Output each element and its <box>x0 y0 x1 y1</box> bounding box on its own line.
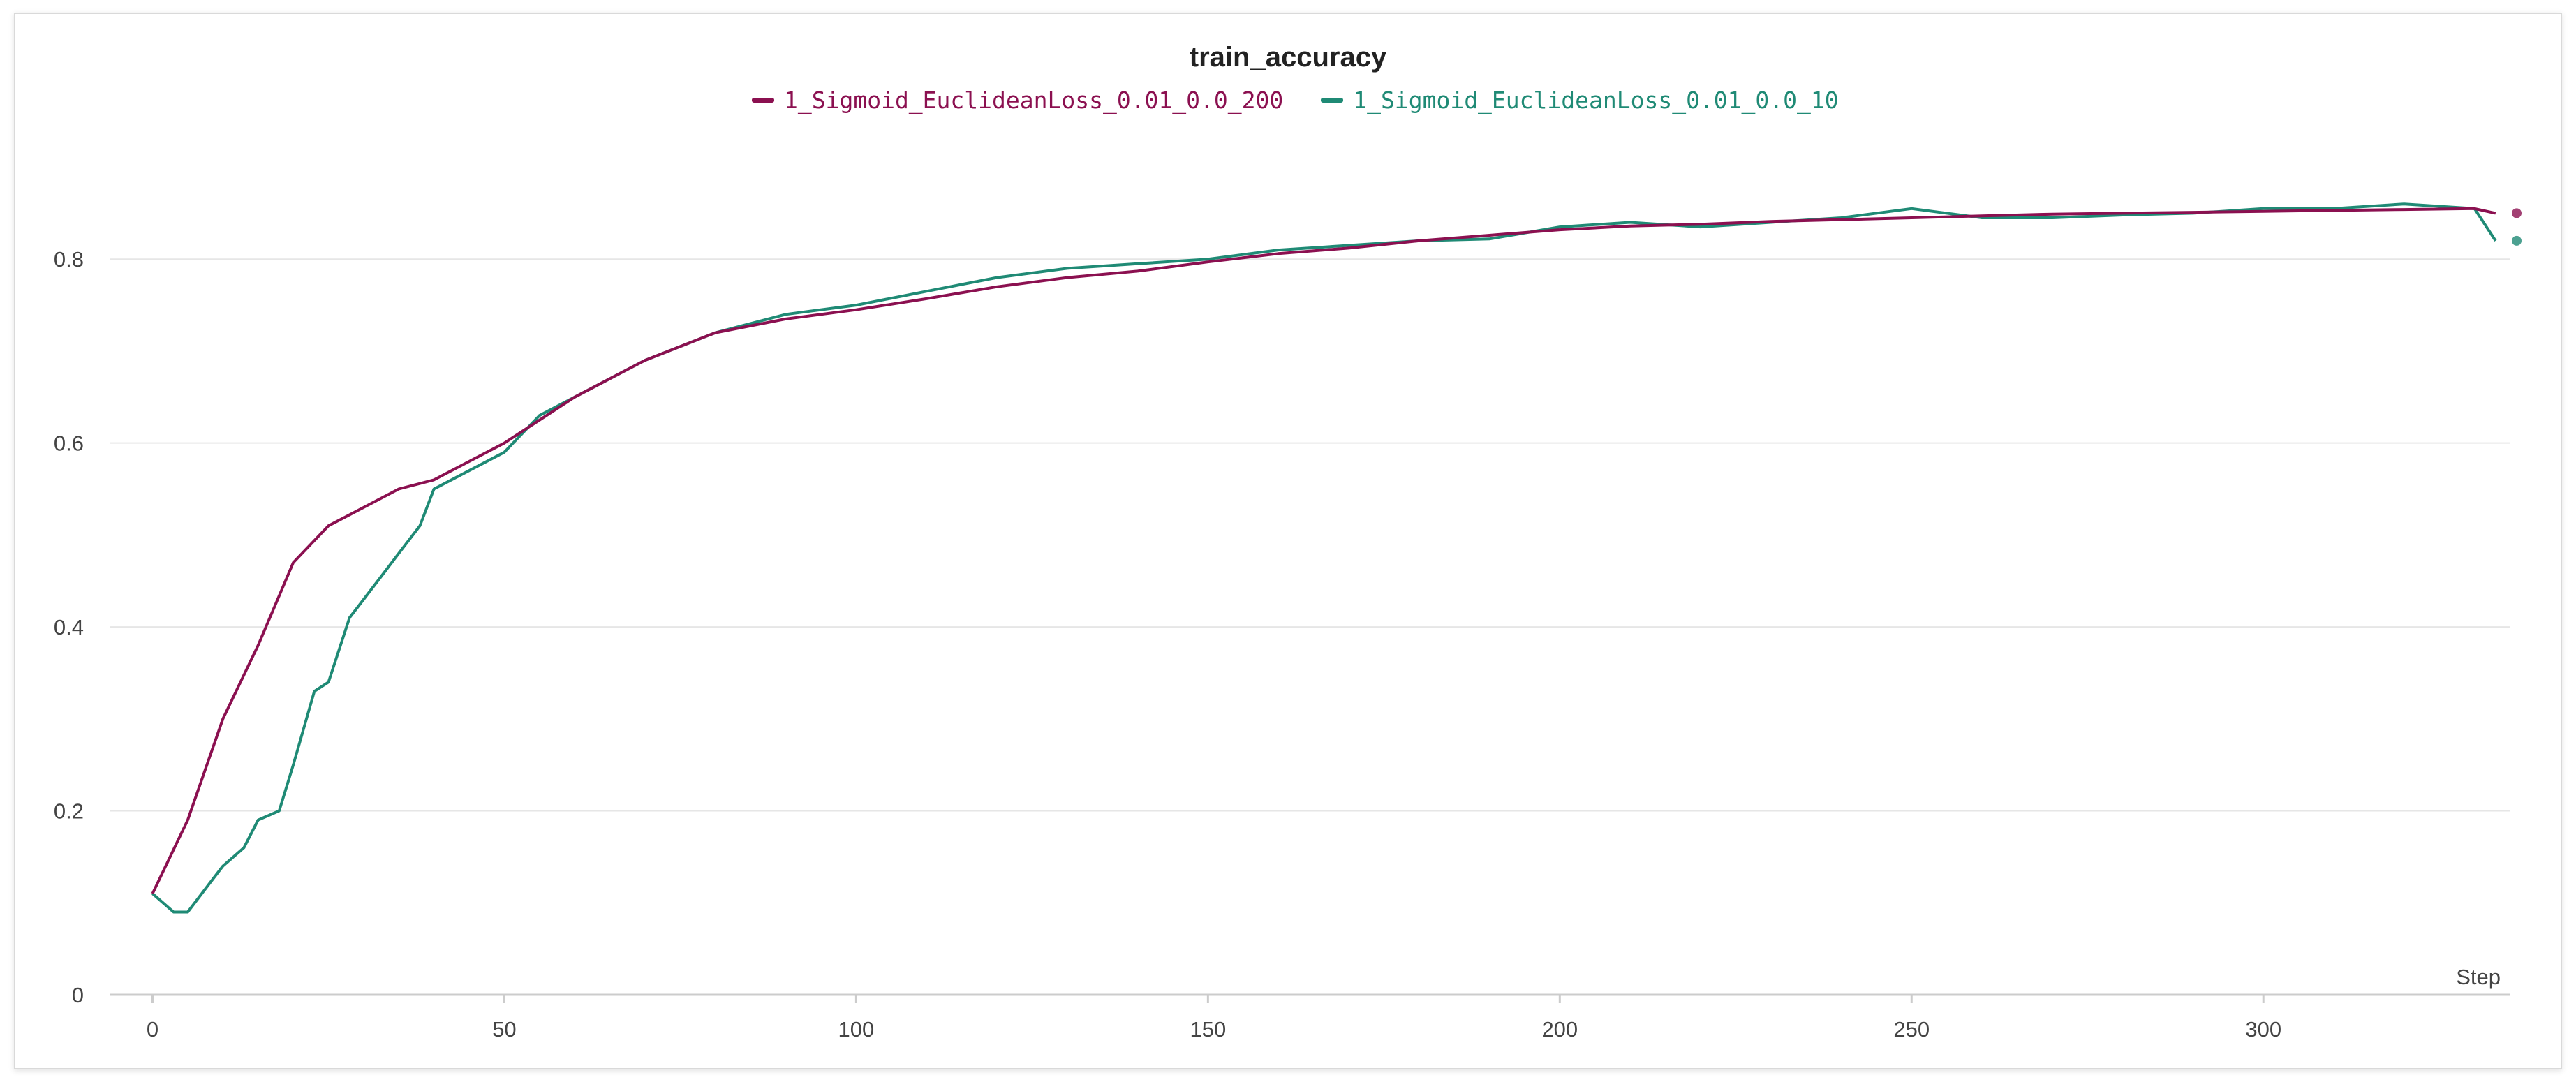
series-end-marker-1 <box>2512 208 2522 218</box>
y-tick-label: 0.4 <box>54 615 84 639</box>
y-tick-label: 0.8 <box>54 247 84 272</box>
series-end-marker-2 <box>2512 235 2522 246</box>
legend[interactable]: 1_Sigmoid_EuclideanLoss_0.01_0.0_200 1_S… <box>752 87 1839 114</box>
chart-panel: train_accuracy 1_Sigmoid_EuclideanLoss_0… <box>14 13 2562 1069</box>
x-tick-label: 50 <box>492 1017 516 1042</box>
legend-item-series-1[interactable]: 1_Sigmoid_EuclideanLoss_0.01_0.0_200 <box>752 87 1283 114</box>
series-line-2 <box>151 202 2497 914</box>
x-tick-label: 300 <box>2245 1017 2281 1042</box>
x-tick-label: 250 <box>1893 1017 1930 1042</box>
legend-swatch-series-1 <box>752 98 774 103</box>
y-tick-label: 0.2 <box>54 799 84 824</box>
legend-item-series-2[interactable]: 1_Sigmoid_EuclideanLoss_0.01_0.0_10 <box>1321 87 1839 114</box>
y-tick-label: 0 <box>72 983 84 1007</box>
y-tick-label: 0.6 <box>54 431 84 456</box>
legend-label-series-2: 1_Sigmoid_EuclideanLoss_0.01_0.0_10 <box>1353 87 1839 114</box>
legend-swatch-series-2 <box>1321 98 1344 103</box>
series-line-1 <box>151 207 2496 894</box>
x-tick-label: 0 <box>147 1017 158 1042</box>
legend-label-series-1: 1_Sigmoid_EuclideanLoss_0.01_0.0_200 <box>784 87 1284 114</box>
x-axis-label: Step <box>2456 965 2501 989</box>
x-tick-label: 150 <box>1190 1017 1226 1042</box>
x-tick-label: 100 <box>838 1017 875 1042</box>
x-tick-label: 200 <box>1541 1017 1578 1042</box>
chart-title: train_accuracy <box>1189 42 1387 73</box>
